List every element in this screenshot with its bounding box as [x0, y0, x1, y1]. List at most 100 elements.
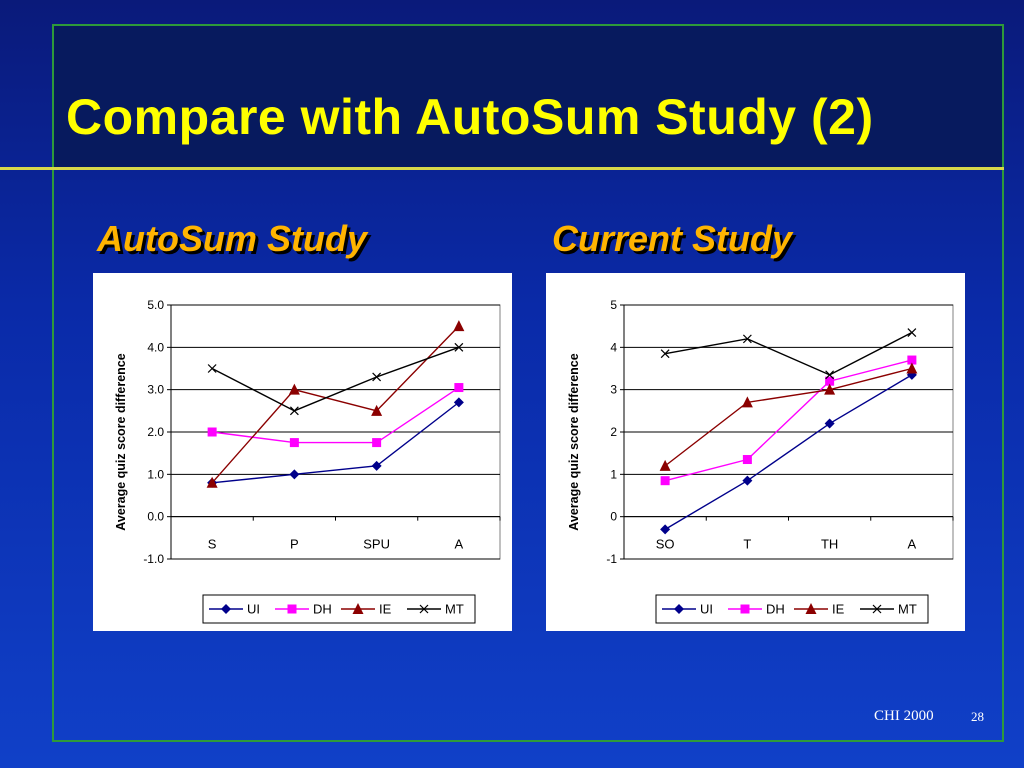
- x-tick-label: P: [290, 537, 299, 552]
- data-point-mt-stroke-b: [372, 372, 382, 382]
- x-tick-label: A: [455, 537, 464, 552]
- y-tick-label: 5: [610, 298, 617, 312]
- data-point-mt-stroke-b: [742, 334, 752, 344]
- current-line-chart: -1 0 1 2 3 4 5 SO T TH A Average quiz score differe…: [567, 298, 954, 624]
- data-point-ie: [659, 459, 671, 471]
- legend-label-ui: UI: [700, 602, 713, 617]
- series-line-dh: [212, 386, 460, 444]
- legend-label-ie: IE: [379, 602, 392, 617]
- data-point-mt: [907, 328, 917, 337]
- x-tick-label: SPU: [363, 537, 390, 552]
- footer-page-number: 28: [971, 709, 984, 724]
- data-point-ui: [660, 524, 671, 535]
- y-tick-label: -1: [606, 552, 617, 566]
- footer-conference: CHI 2000: [874, 708, 934, 724]
- data-point-ie: [371, 404, 383, 416]
- data-point-ui: [742, 475, 753, 486]
- y-tick-label: 4.0: [147, 340, 164, 354]
- y-tick-label: 2.0: [147, 425, 164, 439]
- y-axis-title: Average quiz score difference: [567, 353, 581, 530]
- legend-marker-ui: [221, 604, 231, 614]
- data-point-mt-stroke-b: [660, 349, 670, 359]
- series-line-ie: [211, 325, 460, 484]
- data-point-dh: [907, 355, 917, 365]
- legend-label-ui: UI: [247, 602, 260, 617]
- x-tick-label: S: [208, 537, 217, 552]
- legend-marker-mt-stroke-b: [419, 604, 429, 614]
- data-point-dh: [742, 455, 752, 465]
- data-point-dh: [825, 376, 835, 386]
- series-line-mt: [211, 346, 460, 412]
- legend-label-mt: MT: [445, 602, 464, 617]
- data-point-ie: [206, 476, 218, 488]
- data-point-dh: [454, 383, 464, 393]
- right-chart-heading: Current Study: [552, 218, 793, 259]
- x-tick-label: T: [743, 537, 751, 552]
- data-point-dh: [660, 476, 670, 486]
- data-point-ie: [906, 362, 918, 374]
- slide-frame: [52, 24, 1004, 742]
- data-point-mt-stroke-b: [207, 364, 217, 373]
- data-point-ui: [289, 469, 300, 480]
- x-tick-label: A: [908, 537, 917, 552]
- legend-marker-ie: [805, 603, 817, 614]
- legend-marker-mt: [419, 604, 429, 614]
- legend-marker-ui: [674, 604, 684, 614]
- slide-title: Compare with AutoSum Study (2): [66, 89, 874, 145]
- series-line-dh: [664, 359, 913, 482]
- legend-label-dh: DH: [766, 602, 785, 617]
- y-tick-label: -1.0: [143, 552, 164, 566]
- y-tick-label: 2: [610, 425, 617, 439]
- y-tick-label: 1.0: [147, 467, 164, 481]
- y-tick-label: 0.0: [147, 510, 164, 524]
- title-divider: [0, 167, 1004, 170]
- data-point-ui: [453, 397, 464, 408]
- legend-marker-dh: [740, 604, 750, 614]
- y-tick-label: 3: [610, 383, 617, 397]
- data-point-ie: [288, 383, 300, 395]
- data-point-mt: [289, 406, 299, 416]
- data-point-mt: [454, 342, 464, 352]
- legend-marker-mt-stroke-b: [872, 604, 882, 614]
- legend-marker-dh: [287, 604, 297, 614]
- data-point-dh: [207, 427, 217, 437]
- data-point-ui: [371, 460, 382, 471]
- series-line-mt: [665, 331, 913, 376]
- legend-label-dh: DH: [313, 602, 332, 617]
- data-point-mt-stroke-b: [907, 328, 917, 337]
- legend-marker-ie: [352, 603, 364, 614]
- data-point-dh: [289, 438, 299, 448]
- data-point-mt: [372, 372, 382, 382]
- x-tick-label: TH: [821, 537, 838, 552]
- data-point-ie: [824, 383, 836, 395]
- x-tick-label: SO: [656, 537, 675, 552]
- data-point-mt: [742, 334, 752, 344]
- autosum-line-chart: -1.0 0.0 1.0 2.0 3.0 4.0 5.0 S P SPU A Average quiz…: [114, 298, 501, 624]
- current-chart-panel: -1 0 1 2 3 4 5 SO T TH A Average quiz score differe…: [546, 273, 965, 631]
- legend-label-ie: IE: [832, 602, 845, 617]
- y-tick-label: 0: [610, 510, 617, 524]
- data-point-ie: [741, 396, 753, 408]
- legend-marker-mt: [872, 604, 882, 614]
- data-point-mt-stroke-b: [454, 342, 464, 352]
- y-tick-label: 1: [610, 467, 617, 481]
- data-point-mt: [207, 364, 217, 373]
- y-axis-title: Average quiz score difference: [114, 353, 128, 530]
- data-point-mt-stroke-b: [825, 370, 835, 380]
- left-chart-heading: AutoSum Study: [97, 218, 367, 259]
- series-line-ui: [212, 401, 460, 484]
- data-point-mt: [660, 349, 670, 359]
- data-point-dh: [372, 438, 382, 448]
- autosum-chart-panel: -1.0 0.0 1.0 2.0 3.0 4.0 5.0 S P SPU A Average quiz…: [93, 273, 512, 631]
- y-tick-label: 3.0: [147, 383, 164, 397]
- y-tick-label: 4: [610, 340, 617, 354]
- legend-label-mt: MT: [898, 602, 917, 617]
- data-point-mt: [825, 370, 835, 380]
- data-point-ie: [453, 320, 465, 332]
- data-point-ui: [824, 418, 835, 429]
- data-point-mt-stroke-b: [289, 406, 299, 416]
- y-tick-label: 5.0: [147, 298, 164, 312]
- series-line-ie: [664, 367, 913, 467]
- title-band: [54, 26, 1002, 168]
- series-line-ui: [664, 374, 913, 530]
